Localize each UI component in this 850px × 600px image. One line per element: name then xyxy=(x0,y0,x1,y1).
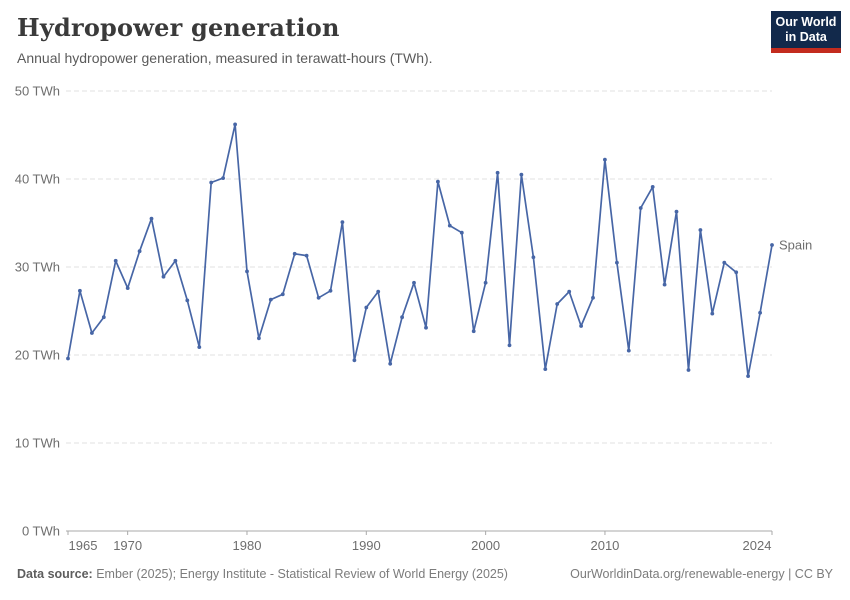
data-point[interactable] xyxy=(638,206,643,210)
data-point[interactable] xyxy=(388,361,393,366)
owid-logo-line1: Our World xyxy=(775,15,837,29)
data-point[interactable] xyxy=(316,295,321,300)
data-point[interactable] xyxy=(340,220,345,225)
data-point[interactable] xyxy=(459,230,464,235)
data-source-label: Data source: xyxy=(17,567,93,581)
data-point[interactable] xyxy=(698,228,703,232)
data-point[interactable] xyxy=(710,311,715,316)
x-tick-label: 1970 xyxy=(113,538,142,553)
y-tick-label: 10 TWh xyxy=(15,436,60,451)
y-tick-label: 50 TWh xyxy=(15,84,60,99)
data-point[interactable] xyxy=(722,260,727,265)
data-point[interactable] xyxy=(149,216,154,221)
y-tick-label: 20 TWh xyxy=(15,348,60,363)
data-point[interactable] xyxy=(364,305,369,310)
data-point[interactable] xyxy=(662,282,667,287)
data-point[interactable] xyxy=(424,325,428,330)
data-point[interactable] xyxy=(626,348,631,353)
data-point[interactable] xyxy=(591,295,595,300)
data-point[interactable] xyxy=(304,253,309,258)
data-point[interactable] xyxy=(436,179,440,184)
chart-subtitle: Annual hydropower generation, measured i… xyxy=(17,50,433,66)
data-point[interactable] xyxy=(113,258,118,263)
data-point[interactable] xyxy=(495,170,500,175)
data-point[interactable] xyxy=(519,172,524,177)
data-point[interactable] xyxy=(734,270,739,275)
x-tick-label: 2000 xyxy=(471,538,500,553)
series-line-spain[interactable] xyxy=(67,123,773,377)
license-link[interactable]: OurWorldinData.org/renewable-energy | CC… xyxy=(570,567,833,581)
data-point[interactable] xyxy=(471,329,476,334)
data-point[interactable] xyxy=(531,255,536,260)
data-point[interactable] xyxy=(66,356,70,361)
data-point[interactable] xyxy=(90,331,94,335)
data-point[interactable] xyxy=(161,274,166,279)
y-tick-label: 0 TWh xyxy=(22,524,60,539)
data-point[interactable] xyxy=(173,258,178,263)
data-point[interactable] xyxy=(257,336,261,341)
x-tick-label: 2010 xyxy=(590,538,619,553)
y-tick-label: 40 TWh xyxy=(15,172,60,187)
data-point[interactable] xyxy=(603,157,607,162)
data-point[interactable] xyxy=(483,280,488,285)
data-point[interactable] xyxy=(268,297,273,302)
data-point[interactable] xyxy=(376,289,381,294)
data-point[interactable] xyxy=(543,367,548,371)
data-point[interactable] xyxy=(567,289,572,294)
data-point[interactable] xyxy=(221,176,226,181)
data-point[interactable] xyxy=(746,374,750,378)
data-point[interactable] xyxy=(770,243,774,247)
data-point[interactable] xyxy=(674,209,679,214)
data-point[interactable] xyxy=(209,180,214,185)
entity-label-spain[interactable]: Spain xyxy=(779,238,812,253)
data-point[interactable] xyxy=(328,288,333,293)
data-source-text: Ember (2025); Energy Institute - Statist… xyxy=(92,567,508,581)
data-point[interactable] xyxy=(280,292,285,297)
data-point[interactable] xyxy=(555,302,560,306)
data-point[interactable] xyxy=(579,324,583,328)
data-point[interactable] xyxy=(292,251,297,256)
data-point[interactable] xyxy=(233,122,238,127)
x-tick-label: 1990 xyxy=(352,538,381,553)
data-point[interactable] xyxy=(185,298,190,303)
x-tick-label: 1965 xyxy=(69,538,98,553)
data-point[interactable] xyxy=(686,368,691,372)
data-point[interactable] xyxy=(101,315,106,320)
data-point[interactable] xyxy=(507,343,512,348)
page-title: Hydropower generation xyxy=(17,13,340,42)
data-point[interactable] xyxy=(758,310,762,315)
license-note[interactable]: OurWorldinData.org/renewable-energy | CC… xyxy=(570,567,833,581)
data-point[interactable] xyxy=(245,269,249,274)
data-point[interactable] xyxy=(197,345,202,349)
data-point[interactable] xyxy=(352,358,357,363)
data-point[interactable] xyxy=(412,280,416,285)
owid-logo[interactable]: Our World in Data xyxy=(771,11,841,53)
data-point[interactable] xyxy=(400,315,404,320)
owid-logo-line2: in Data xyxy=(785,30,827,44)
x-tick-label: 1980 xyxy=(233,538,262,553)
y-tick-label: 30 TWh xyxy=(15,260,60,275)
data-point[interactable] xyxy=(447,223,452,228)
data-point[interactable] xyxy=(615,260,619,265)
x-tick-label: 2024 xyxy=(743,538,772,553)
data-point[interactable] xyxy=(650,185,655,189)
data-source-note: Data source: Ember (2025); Energy Instit… xyxy=(17,567,508,581)
chart-footer: Data source: Ember (2025); Energy Instit… xyxy=(17,567,833,581)
data-point[interactable] xyxy=(78,288,82,293)
data-point[interactable] xyxy=(137,249,142,254)
data-point[interactable] xyxy=(125,286,130,290)
